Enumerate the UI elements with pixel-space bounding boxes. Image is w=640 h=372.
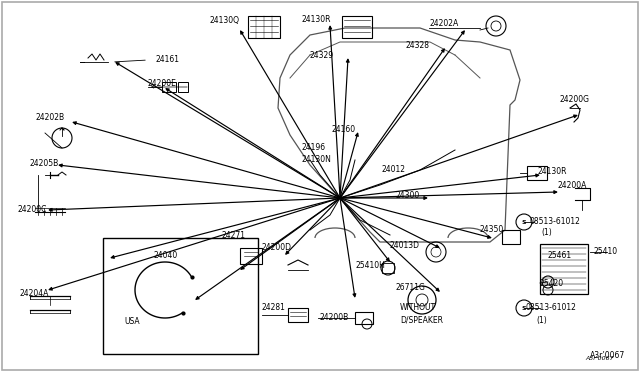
Text: 24196: 24196 bbox=[302, 144, 326, 153]
Text: 24328: 24328 bbox=[405, 42, 429, 51]
Text: (1): (1) bbox=[541, 228, 552, 237]
Text: 24200C: 24200C bbox=[18, 205, 47, 215]
Text: 25410H: 25410H bbox=[355, 260, 385, 269]
Bar bbox=[540, 244, 588, 294]
Text: 25410: 25410 bbox=[593, 247, 617, 257]
Text: 24013D: 24013D bbox=[390, 241, 420, 250]
Text: 24200D: 24200D bbox=[262, 244, 292, 253]
Bar bbox=[240, 248, 262, 264]
Text: 24205B: 24205B bbox=[30, 158, 60, 167]
Text: S: S bbox=[522, 219, 526, 224]
Text: 24160: 24160 bbox=[332, 125, 356, 135]
Text: 24350: 24350 bbox=[480, 225, 504, 234]
Text: 24202A: 24202A bbox=[430, 19, 460, 29]
Text: 24200B: 24200B bbox=[320, 314, 349, 323]
Text: 24281: 24281 bbox=[262, 304, 286, 312]
Text: 24161: 24161 bbox=[155, 55, 179, 64]
Bar bbox=[103, 238, 258, 354]
Text: 08513-61012: 08513-61012 bbox=[525, 304, 576, 312]
Text: 26711G: 26711G bbox=[395, 283, 425, 292]
Bar bbox=[502, 230, 520, 244]
Text: 24200A: 24200A bbox=[558, 182, 588, 190]
Text: 24271: 24271 bbox=[222, 231, 246, 241]
Text: 24012: 24012 bbox=[382, 166, 406, 174]
Bar bbox=[162, 82, 176, 92]
Text: 24202B: 24202B bbox=[36, 113, 65, 122]
Text: 25420: 25420 bbox=[540, 279, 564, 288]
Text: (1): (1) bbox=[536, 315, 547, 324]
Text: D/SPEAKER: D/SPEAKER bbox=[400, 315, 443, 324]
Text: 24300: 24300 bbox=[396, 192, 420, 201]
Bar bbox=[355, 312, 373, 324]
Text: 24130Q: 24130Q bbox=[210, 16, 240, 25]
Text: 24204A: 24204A bbox=[20, 289, 49, 298]
Bar bbox=[178, 82, 188, 92]
Text: 25461: 25461 bbox=[547, 250, 571, 260]
Text: A3r’0067: A3r’0067 bbox=[590, 350, 625, 359]
Text: 24130N: 24130N bbox=[302, 155, 332, 164]
Bar bbox=[382, 263, 394, 273]
Text: 24329: 24329 bbox=[310, 51, 334, 60]
Bar bbox=[288, 308, 308, 322]
Bar bbox=[248, 16, 280, 38]
Text: 08513-61012: 08513-61012 bbox=[530, 218, 581, 227]
Text: WITHOUT: WITHOUT bbox=[400, 304, 436, 312]
Text: USA: USA bbox=[124, 317, 140, 327]
Text: 24200G: 24200G bbox=[560, 96, 590, 105]
Text: 24130R: 24130R bbox=[538, 167, 568, 176]
Text: 24040: 24040 bbox=[154, 251, 179, 260]
Bar bbox=[527, 166, 547, 180]
Text: 24130R: 24130R bbox=[302, 16, 332, 25]
Text: S: S bbox=[522, 305, 526, 311]
Text: A3r'0067: A3r'0067 bbox=[585, 356, 614, 360]
Bar bbox=[342, 16, 372, 38]
Text: 24200E: 24200E bbox=[148, 78, 177, 87]
